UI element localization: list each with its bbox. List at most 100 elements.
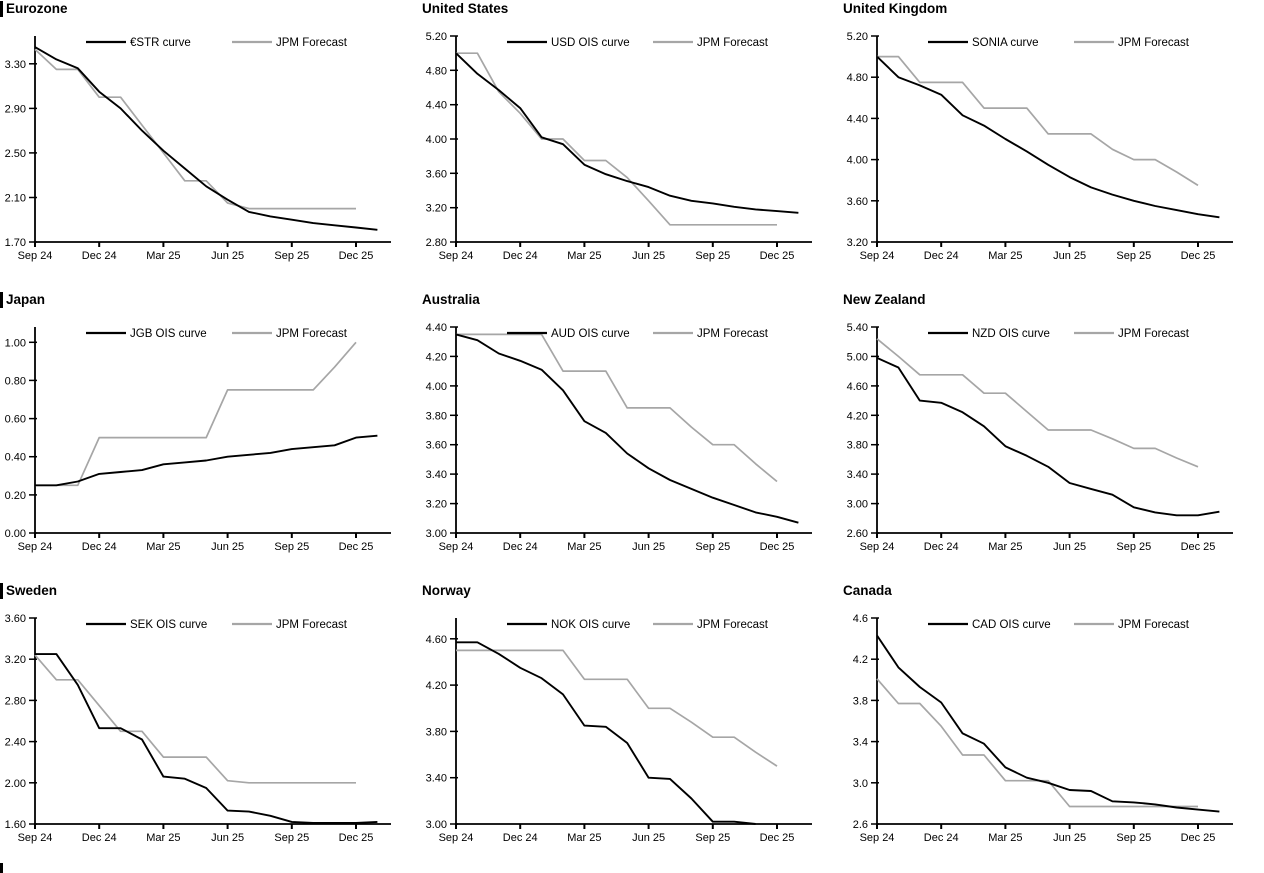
x-tick-label: Sep 24 bbox=[860, 541, 895, 553]
y-tick-label: 3.40 bbox=[426, 773, 447, 785]
y-tick-label: 3.20 bbox=[847, 237, 868, 249]
y-tick-label: 2.90 bbox=[5, 103, 26, 115]
x-tick-label: Sep 25 bbox=[695, 541, 730, 553]
x-tick-label: Sep 25 bbox=[695, 250, 730, 262]
x-tick-label: Mar 25 bbox=[567, 832, 601, 844]
x-tick-label: Mar 25 bbox=[567, 250, 601, 262]
y-tick-label: 0.40 bbox=[5, 452, 26, 464]
x-tick-label: Sep 24 bbox=[18, 250, 53, 262]
x-tick-label: Mar 25 bbox=[988, 541, 1022, 553]
x-tick-label: Sep 25 bbox=[695, 832, 730, 844]
x-tick-label: Dec 25 bbox=[760, 250, 795, 262]
chart-header: Norway bbox=[421, 582, 842, 602]
chart-panel-sweden: Sweden 3.60 3.20 2.80 2.40 2.00 1.60 Sep 24 Dec… bbox=[0, 582, 421, 873]
chart-title: Australia bbox=[422, 292, 480, 307]
y-tick-label: 3.60 bbox=[426, 440, 447, 452]
y-tick-label: 0.60 bbox=[5, 414, 26, 426]
x-tick-label: Jun 25 bbox=[632, 832, 665, 844]
series-forecast-line bbox=[34, 654, 356, 784]
y-tick-label: 2.6 bbox=[853, 819, 868, 831]
legend-label-actual: NZD OIS curve bbox=[972, 328, 1050, 340]
y-tick-label: 2.00 bbox=[5, 778, 26, 790]
series-actual-line bbox=[876, 357, 1220, 517]
y-tick-label: 3.80 bbox=[426, 410, 447, 422]
series-actual-line bbox=[455, 333, 799, 524]
chart-title: United Kingdom bbox=[843, 1, 948, 16]
legend-label-actual: €STR curve bbox=[130, 37, 191, 49]
y-tick-label: 0.00 bbox=[5, 528, 26, 540]
x-tick-label: Dec 24 bbox=[503, 832, 538, 844]
x-tick-label: Dec 24 bbox=[924, 250, 959, 262]
y-tick-label: 3.80 bbox=[426, 726, 447, 738]
y-tick-label: 3.00 bbox=[426, 819, 447, 831]
y-tick-label: 4.60 bbox=[426, 634, 447, 646]
y-tick-label: 3.0 bbox=[853, 778, 868, 790]
x-tick-label: Dec 25 bbox=[339, 250, 374, 262]
x-tick-label: Mar 25 bbox=[146, 250, 180, 262]
legend-label-forecast: JPM Forecast bbox=[697, 328, 769, 340]
legend-label-actual: CAD OIS curve bbox=[972, 619, 1051, 631]
chart-canvas: 1.00 0.80 0.60 0.40 0.20 0.00 Sep 24 Dec 24 Mar … bbox=[0, 311, 421, 561]
series-forecast-line bbox=[877, 55, 1199, 187]
y-tick-label: 2.10 bbox=[5, 193, 26, 205]
y-tick-label: 4.40 bbox=[847, 113, 868, 125]
chart-header: Japan bbox=[0, 291, 421, 311]
chart-header: United Kingdom bbox=[842, 0, 1264, 20]
x-tick-label: Mar 25 bbox=[988, 832, 1022, 844]
y-tick-label: 4.20 bbox=[426, 680, 447, 692]
y-tick-label: 4.80 bbox=[847, 72, 868, 84]
x-tick-label: Dec 25 bbox=[760, 832, 795, 844]
legend-label-forecast: JPM Forecast bbox=[697, 37, 769, 49]
chart-canvas: 5.20 4.80 4.40 4.00 3.60 3.20 2.80 Sep 24 Dec 24… bbox=[421, 20, 842, 270]
section-marker-bar bbox=[0, 583, 3, 599]
x-tick-label: Dec 24 bbox=[82, 250, 117, 262]
series-actual-line bbox=[876, 55, 1220, 219]
y-tick-label: 4.6 bbox=[853, 613, 868, 625]
x-tick-label: Sep 24 bbox=[439, 250, 474, 262]
x-tick-label: Jun 25 bbox=[211, 541, 244, 553]
series-actual-line bbox=[456, 641, 756, 825]
chart-panel-united-kingdom: United Kingdom 5.20 4.80 4.40 4.00 3.60 3.20 S… bbox=[842, 0, 1264, 291]
chart-title: United States bbox=[422, 1, 509, 16]
y-tick-label: 5.20 bbox=[426, 31, 447, 43]
x-tick-label: Dec 25 bbox=[339, 541, 374, 553]
y-tick-label: 3.60 bbox=[5, 613, 26, 625]
chart-panel-australia: Australia 4.40 4.20 4.00 3.80 3.60 3.40 3.20 3.… bbox=[421, 291, 842, 582]
series-forecast-line bbox=[876, 338, 1199, 468]
series-forecast-line bbox=[876, 678, 1198, 808]
legend-label-forecast: JPM Forecast bbox=[276, 619, 348, 631]
x-tick-label: Sep 24 bbox=[18, 541, 53, 553]
section-marker-stub bbox=[0, 863, 3, 873]
series-forecast-line bbox=[456, 333, 778, 483]
series-actual-line bbox=[35, 653, 378, 824]
x-tick-label: Dec 25 bbox=[1181, 541, 1216, 553]
series-forecast-line bbox=[34, 48, 356, 210]
series-forecast-line bbox=[456, 52, 777, 226]
x-tick-label: Mar 25 bbox=[567, 541, 601, 553]
x-tick-label: Mar 25 bbox=[146, 541, 180, 553]
series-actual-line bbox=[35, 434, 378, 487]
chart-canvas: 3.60 3.20 2.80 2.40 2.00 1.60 Sep 24 Dec 24 Mar … bbox=[0, 602, 421, 852]
y-tick-label: 4.40 bbox=[426, 100, 447, 112]
chart-canvas: 4.6 4.2 3.8 3.4 3.0 2.6 Sep 24 Dec 24 Mar 25 Jun … bbox=[842, 602, 1264, 852]
chart-header: New Zealand bbox=[842, 291, 1264, 311]
y-tick-label: 3.4 bbox=[853, 737, 868, 749]
chart-canvas: 3.30 2.90 2.50 2.10 1.70 Sep 24 Dec 24 Mar 25 Ju… bbox=[0, 20, 421, 270]
y-tick-label: 3.20 bbox=[426, 499, 447, 511]
legend-label-actual: AUD OIS curve bbox=[551, 328, 630, 340]
x-tick-label: Sep 24 bbox=[439, 832, 474, 844]
y-tick-label: 3.00 bbox=[847, 499, 868, 511]
y-tick-label: 3.60 bbox=[426, 168, 447, 180]
chart-panel-canada: Canada 4.6 4.2 3.8 3.4 3.0 2.6 Sep 24 Dec 24 Mar… bbox=[842, 582, 1264, 873]
series-actual-line bbox=[876, 634, 1220, 813]
legend-label-actual: SEK OIS curve bbox=[130, 619, 207, 631]
series-actual-line bbox=[34, 46, 378, 231]
y-tick-label: 4.00 bbox=[426, 381, 447, 393]
legend-label-forecast: JPM Forecast bbox=[1118, 37, 1190, 49]
